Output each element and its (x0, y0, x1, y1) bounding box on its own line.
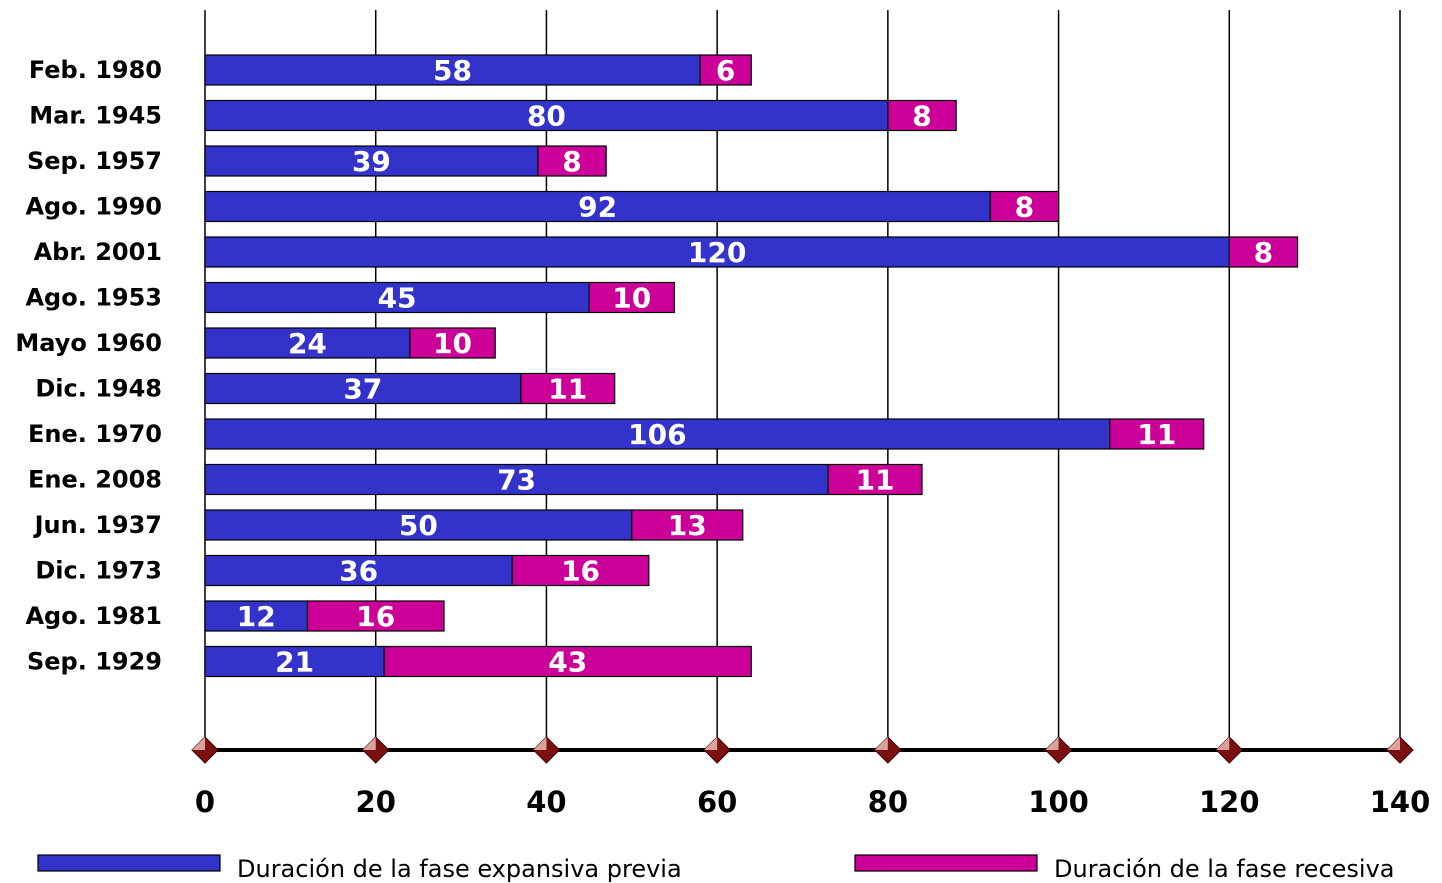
bar-recessive-label: 8 (1015, 191, 1034, 224)
tick-marker-highlight (533, 737, 547, 750)
bar-recessive (383, 645, 752, 678)
bar-expansive (204, 463, 829, 496)
bar-recessive (306, 600, 445, 632)
bar-expansive-label: 58 (433, 54, 472, 87)
bar-expansive (204, 236, 1230, 268)
tick-marker-highlight (1045, 737, 1059, 750)
bar-recessive (631, 509, 744, 541)
bar-recessive-label: 10 (612, 282, 651, 315)
x-tick-label: 60 (697, 785, 737, 819)
bar-expansive-label: 37 (343, 373, 382, 406)
legend-swatch (37, 854, 221, 872)
bar-expansive-label: 73 (497, 464, 536, 497)
tick-marker-highlight (1387, 737, 1400, 750)
bar-recessive-label: 8 (562, 145, 581, 178)
bar-recessive-label: 6 (716, 54, 735, 87)
bar-recessive (989, 190, 1060, 223)
x-tick-label: 20 (356, 785, 396, 819)
bar-expansive-label: 21 (275, 646, 314, 679)
bar-expansive-label: 50 (399, 509, 438, 542)
bar-expansive-label: 45 (378, 282, 417, 315)
bar-expansive-label: 12 (237, 600, 276, 633)
category-label: Feb. 1980 (29, 56, 162, 84)
bar-recessive-label: 11 (856, 464, 895, 497)
x-tick-label: 100 (1028, 785, 1089, 819)
legend-swatch (854, 854, 1038, 872)
bar-recessive-label: 10 (433, 327, 472, 360)
bar-expansive (204, 372, 522, 405)
bar-recessive-label: 11 (548, 373, 587, 406)
bar-recessive (520, 372, 616, 405)
category-label: Sep. 1929 (27, 648, 162, 676)
tick-marker-highlight (874, 737, 888, 750)
bar-expansive-label: 36 (339, 555, 378, 588)
bar-recessive-label: 43 (548, 646, 587, 679)
bar-expansive-label: 80 (527, 100, 566, 133)
bar-recessive (827, 463, 923, 496)
x-tick-label: 40 (526, 785, 566, 819)
bar-recessive (887, 99, 957, 132)
bar-recessive (699, 54, 752, 86)
bar-expansive-label: 106 (628, 418, 686, 451)
bar-recessive (537, 145, 607, 177)
bar-recessive-label: 8 (912, 100, 931, 133)
bar-expansive (204, 418, 1111, 450)
category-label: Ago. 1953 (25, 284, 162, 312)
tick-marker-highlight (704, 737, 718, 750)
bar-recessive (511, 554, 650, 587)
bar-recessive-label: 13 (668, 509, 707, 542)
bar-recessive (1109, 418, 1205, 450)
category-label: Dic. 1948 (35, 375, 162, 403)
bar-recessive (409, 327, 496, 359)
bar-expansive (204, 600, 309, 632)
bar-recessive (588, 281, 676, 314)
legend-label: Duración de la fase expansiva previa (237, 855, 682, 883)
bar-expansive (204, 554, 513, 587)
x-tick-label: 0 (195, 785, 215, 819)
category-label: Jun. 1937 (33, 511, 162, 539)
tick-marker-highlight (362, 737, 376, 750)
bar-expansive (204, 281, 590, 314)
legend: Duración de la fase expansiva previa Dura… (37, 854, 1395, 883)
x-tick-label: 140 (1370, 785, 1431, 819)
bar-expansive-label: 92 (578, 191, 617, 224)
x-tick-label: 120 (1199, 785, 1260, 819)
category-label: Ago. 1981 (25, 602, 162, 630)
category-labels: Feb. 1980 Mar. 1945 Sep. 1957 Ago. 1990 Abr.… (15, 56, 162, 676)
category-label: Mar. 1945 (29, 102, 162, 130)
category-label: Ene. 2008 (28, 466, 162, 494)
bar-recessive-label: 8 (1254, 236, 1273, 269)
tick-marker-highlight (192, 737, 205, 750)
tick-marker-highlight (1216, 737, 1230, 750)
legend-label: Duración de la fase recesiva (1054, 855, 1395, 883)
bar-recessive (1228, 236, 1299, 268)
category-label: Ene. 1970 (28, 420, 162, 448)
bar-expansive (204, 190, 991, 223)
bars: 58 6 80 8 39 8 92 8 120 8 45 10 24 10 37 11 106 11 73 11 50 1… (204, 54, 1299, 679)
bar-expansive-label: 120 (688, 236, 746, 269)
category-label: Mayo 1960 (15, 329, 162, 357)
bar-recessive-label: 16 (561, 555, 600, 588)
category-label: Dic. 1973 (35, 557, 162, 585)
bar-expansive (204, 327, 411, 359)
bar-expansive (204, 54, 701, 86)
x-tick-label: 80 (868, 785, 908, 819)
bar-recessive-label: 16 (356, 600, 395, 633)
bar-expansive-label: 39 (352, 145, 391, 178)
x-axis: 0 20 40 60 80 100 120 140 (191, 736, 1431, 819)
category-label: Sep. 1957 (27, 147, 162, 175)
bar-expansive (204, 645, 385, 678)
category-label: Abr. 2001 (34, 238, 162, 266)
category-label: Ago. 1990 (25, 193, 162, 221)
bar-recessive-label: 11 (1137, 418, 1176, 451)
bar-expansive-label: 24 (288, 327, 327, 360)
